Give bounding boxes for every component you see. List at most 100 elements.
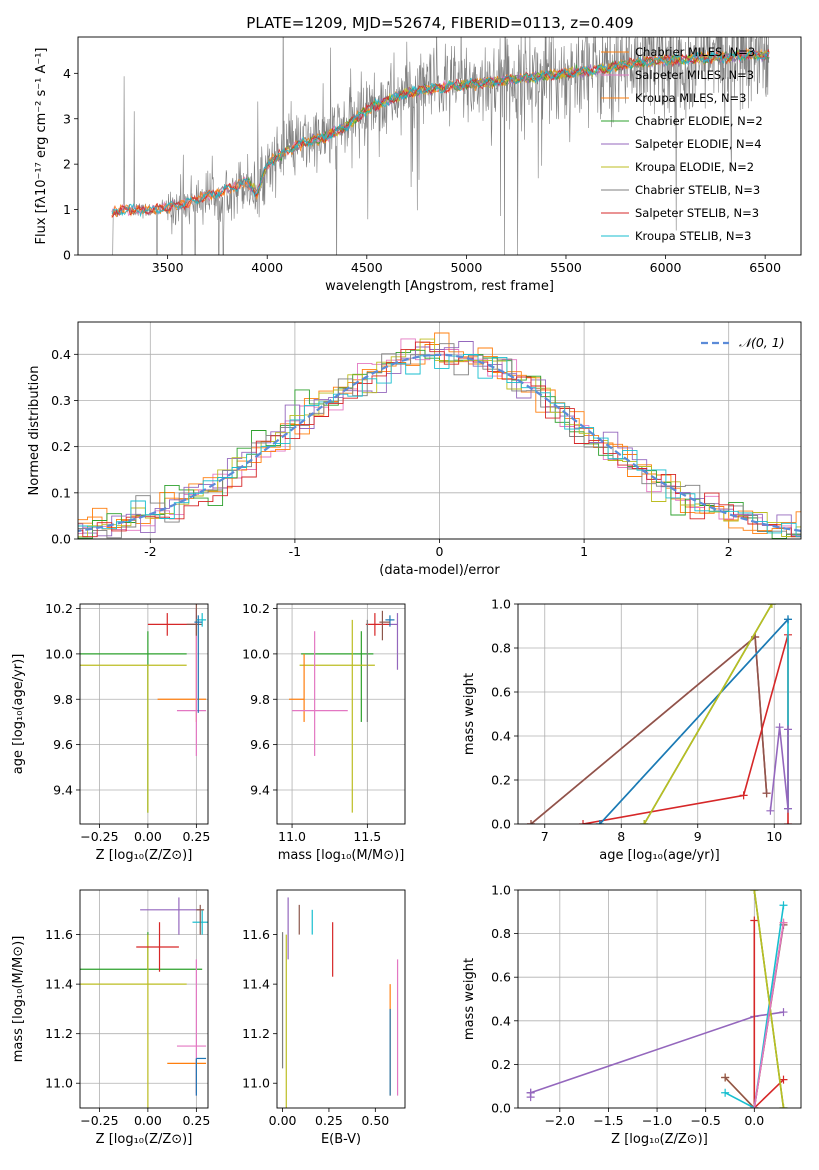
y-axis-label: age [log₁₀(age/yr)] [11, 654, 26, 775]
mass-weight-marker [526, 1088, 535, 1097]
model-spectrum-line [111, 50, 770, 216]
x-tick-label: 3500 [152, 260, 184, 275]
x-tick-label: -1 [289, 544, 301, 559]
mass-weight-marker [750, 1104, 759, 1108]
legend-label: Kroupa STELIB, N=3 [635, 229, 752, 243]
mass-weight-marker [739, 791, 748, 800]
mass-weight-marker [779, 901, 788, 910]
mass-weight-marker [721, 1073, 730, 1082]
mass-weight-marker [775, 723, 784, 732]
age_vs_z-panel: −0.25 0.00 0.25 9.4 9.6 9.8 10.0 10.2 Z [log₁₀(Z… [11, 601, 210, 863]
y-tick-label: 9.4 [250, 782, 270, 797]
spectrum-legend: Chabrier MILES, N=3 Salpeter MILES, N=3 Kr… [601, 45, 763, 243]
residuals-panel: -2 -1 0 1 2 0.0 0.1 0.2 0.3 0.4 (data-model)/error… [27, 321, 802, 578]
axes-frame [79, 603, 209, 825]
spectrum-plot-area [111, 37, 770, 255]
residual-histogram [78, 341, 801, 538]
residuals-plot-area [78, 332, 801, 539]
x-tick-label: 0.0 [744, 1113, 764, 1128]
mass_weight_vs_z-plot-area [526, 890, 788, 1108]
axes-frame [276, 889, 406, 1109]
x-tick-label: 11.0 [278, 829, 306, 844]
x-tick-label: −0.25 [80, 829, 118, 844]
y-tick-label: 9.6 [250, 737, 270, 752]
mass-weight-marker [779, 1104, 788, 1108]
x-tick-label: 5500 [550, 260, 582, 275]
x-axis-label: E(B-V) [321, 1132, 361, 1147]
y-tick-label: 0.4 [491, 729, 511, 744]
axes-frame [276, 603, 406, 825]
legend-label: Salpeter STELIB, N=3 [635, 206, 759, 220]
x-tick-label: 6000 [650, 260, 682, 275]
mass_vs_ebv-panel: 0.00 0.25 0.50 11.0 11.2 11.4 11.6 E(B-V) [242, 889, 406, 1147]
x-tick-label: 4000 [251, 260, 283, 275]
mass-weight-line [724, 905, 785, 1108]
axes-frame [517, 889, 802, 1109]
y-tick-label: 10.0 [45, 646, 73, 661]
y-tick-label: 1 [63, 202, 71, 217]
legend-label: Kroupa ELODIE, N=2 [635, 160, 754, 174]
figure-title: PLATE=1209, MJD=52674, FIBERID=0113, z=0… [246, 14, 633, 32]
y-tick-label: 0.4 [491, 1013, 511, 1028]
x-tick-label: 8 [617, 829, 625, 844]
mass-weight-marker [783, 615, 792, 624]
x-tick-label: 0.50 [361, 1113, 389, 1128]
y-tick-label: 0.2 [491, 773, 511, 788]
mass-weight-marker [783, 804, 792, 813]
y-tick-label: 11.0 [242, 1076, 270, 1091]
mass-weight-line [530, 635, 768, 824]
x-tick-label: 1 [580, 544, 588, 559]
x-axis-label: mass [log₁₀(M/M⊙)] [278, 848, 405, 863]
mass-weight-marker [779, 1075, 788, 1084]
x-tick-label: 0.25 [315, 1113, 343, 1128]
y-tick-label: 9.6 [53, 737, 73, 752]
mass-weight-marker [783, 725, 792, 734]
y-axis-label: Normed distribution [27, 366, 42, 496]
spectrum-panel: 3500 4000 4500 5000 5500 6000 6500 0 1 2 3 4 wavelen… [34, 36, 802, 294]
x-axis-label: age [log₁₀(age/yr)] [599, 848, 720, 863]
x-tick-label: 0 [436, 544, 444, 559]
x-tick-label: 0.25 [182, 1113, 210, 1128]
legend-label: Chabrier MILES, N=3 [635, 45, 755, 59]
legend-label: 𝒩(0, 1) [739, 335, 785, 350]
mass-weight-marker [579, 820, 588, 824]
mass-weight-marker [527, 820, 536, 824]
legend-label: Chabrier STELIB, N=3 [635, 183, 760, 197]
y-tick-label: 2 [63, 157, 71, 172]
y-tick-label: 0.2 [51, 439, 71, 454]
mass-weight-line [643, 604, 773, 824]
age_vs_z-plot-area [80, 604, 207, 813]
mass-weight-marker [766, 806, 775, 815]
y-tick-label: 0.4 [51, 347, 71, 362]
residual-histogram [78, 354, 801, 538]
axes-frame [77, 321, 802, 540]
y-tick-label: 11.6 [242, 927, 270, 942]
x-tick-label: 6500 [749, 260, 781, 275]
mass_weight_vs_z-panel: −2.0 −1.5 −1.0 −0.5 0.0 0.0 0.2 0.4 0.6 0.8 1.0 Z [… [462, 883, 802, 1147]
mass-weight-marker [721, 1088, 730, 1097]
residual-histogram [78, 341, 801, 537]
mass_weight_vs_age-panel: 7 8 9 10 0.0 0.2 0.4 0.6 0.8 1.0 age [log₁₀(age/yr… [462, 597, 802, 863]
mass-weight-marker [750, 916, 759, 925]
legend-label: Salpeter MILES, N=3 [635, 68, 754, 82]
y-tick-label: 4 [63, 66, 71, 81]
normal-curve [78, 353, 801, 533]
y-tick-label: 11.2 [45, 1026, 73, 1041]
x-axis-label: Z [log₁₀(Z/Z⊙)] [96, 848, 193, 863]
mass-weight-line [599, 618, 789, 824]
axes-frame [517, 603, 802, 825]
mass_vs_z-plot-area [80, 897, 208, 1108]
y-tick-label: 9.8 [53, 692, 73, 707]
y-tick-label: 0.3 [51, 393, 71, 408]
mass-weight-line [753, 920, 785, 1108]
y-tick-label: 11.4 [242, 977, 270, 992]
x-tick-label: 4500 [351, 260, 383, 275]
mass-weight-marker [595, 820, 604, 824]
y-axis-label: Flux [fλ10⁻¹⁷ erg cm⁻² s⁻¹ A⁻¹] [34, 48, 49, 245]
legend-label: Chabrier ELODIE, N=2 [635, 114, 763, 128]
x-tick-label: 9 [694, 829, 702, 844]
x-tick-label: −1.5 [593, 1113, 623, 1128]
residual-legend: 𝒩(0, 1) [701, 335, 785, 350]
mass-weight-marker [779, 918, 788, 927]
